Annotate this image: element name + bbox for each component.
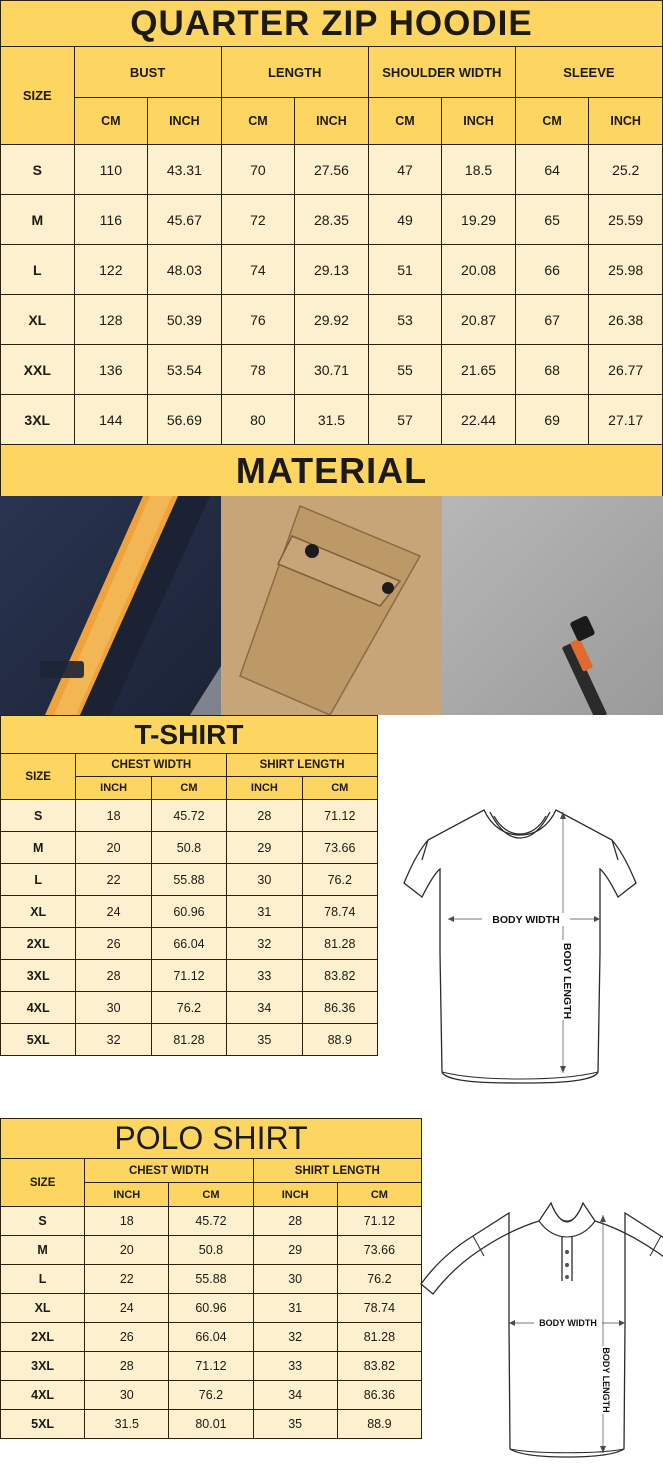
svg-text:BODY LENGTH: BODY LENGTH <box>601 1347 611 1412</box>
svg-text:BODY LENGTH: BODY LENGTH <box>561 943 573 1019</box>
svg-text:BODY WIDTH: BODY WIDTH <box>539 1318 597 1328</box>
svg-text:BODY WIDTH: BODY WIDTH <box>492 914 559 926</box>
